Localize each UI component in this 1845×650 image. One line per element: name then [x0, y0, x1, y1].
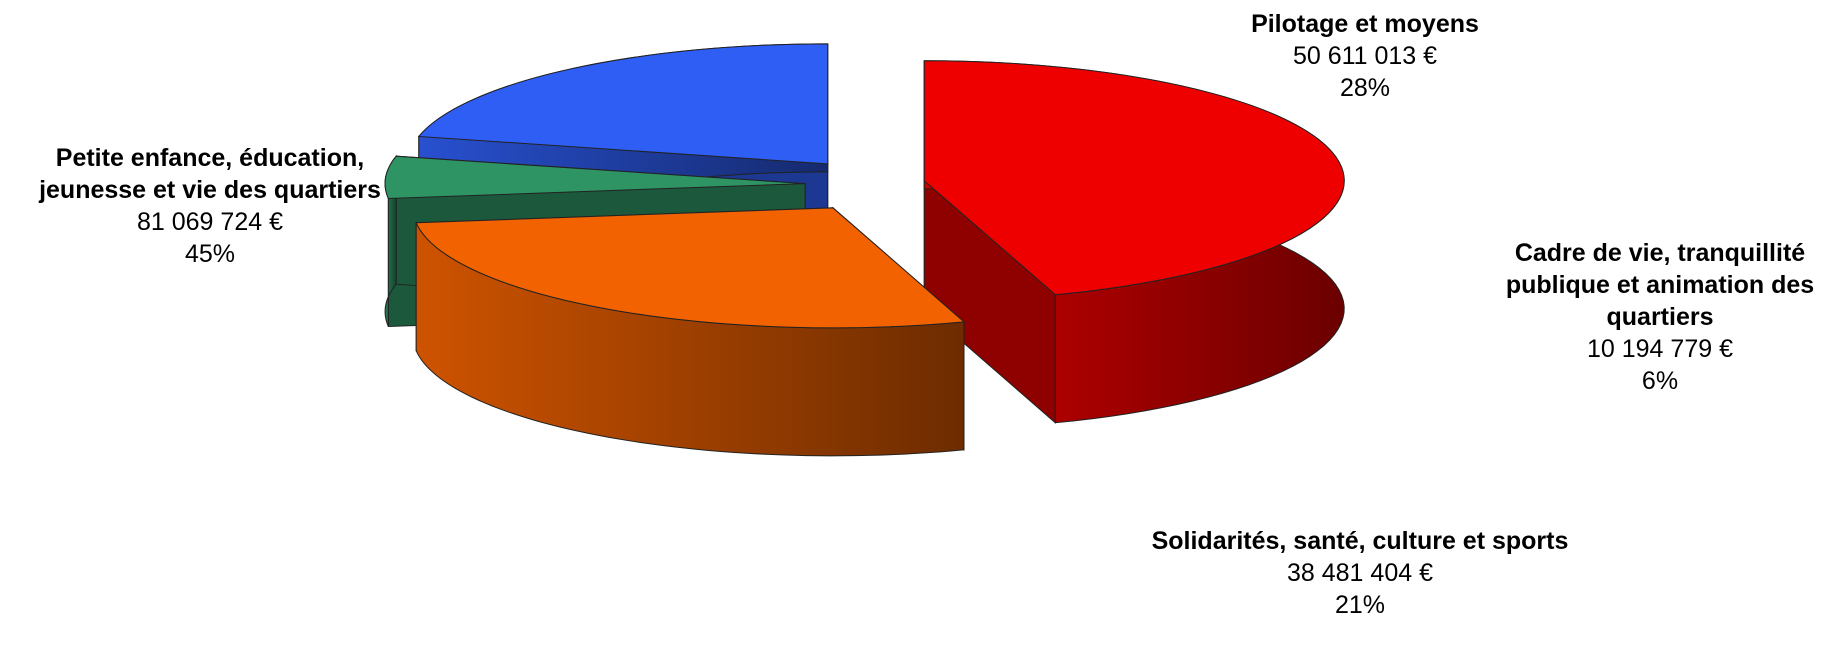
slice-name: Petite enfance, éducation, jeunesse et v… [39, 144, 381, 204]
slice-value: 38 481 404 € [1287, 559, 1433, 587]
pie-slice-0 [923, 60, 1345, 424]
slice-label-cadre-de-vie: Cadre de vie, tranquillité publique et a… [1475, 237, 1845, 397]
slice-value: 10 194 779 € [1587, 335, 1733, 363]
slice-percent: 28% [1339, 74, 1391, 102]
slice-name: Pilotage et moyens [1251, 10, 1479, 38]
slice-percent: 45% [184, 240, 236, 268]
slice-label-solidarites: Solidarités, santé, culture et sports 38… [1145, 525, 1575, 621]
slice-name: Cadre de vie, tranquillité publique et a… [1505, 239, 1815, 331]
slice-percent: 21% [1334, 591, 1386, 619]
slice-name: Solidarités, santé, culture et sports [1151, 527, 1569, 555]
pie-slice-1 [415, 206, 966, 457]
slice-percent: 6% [1641, 367, 1679, 395]
slice-value: 81 069 724 € [137, 208, 283, 236]
slice-value: 50 611 013 € [1292, 42, 1438, 70]
slice-label-petite-enfance: Petite enfance, éducation, jeunesse et v… [10, 142, 410, 270]
slice-label-pilotage: Pilotage et moyens 50 611 013 € 28% [1150, 8, 1580, 104]
